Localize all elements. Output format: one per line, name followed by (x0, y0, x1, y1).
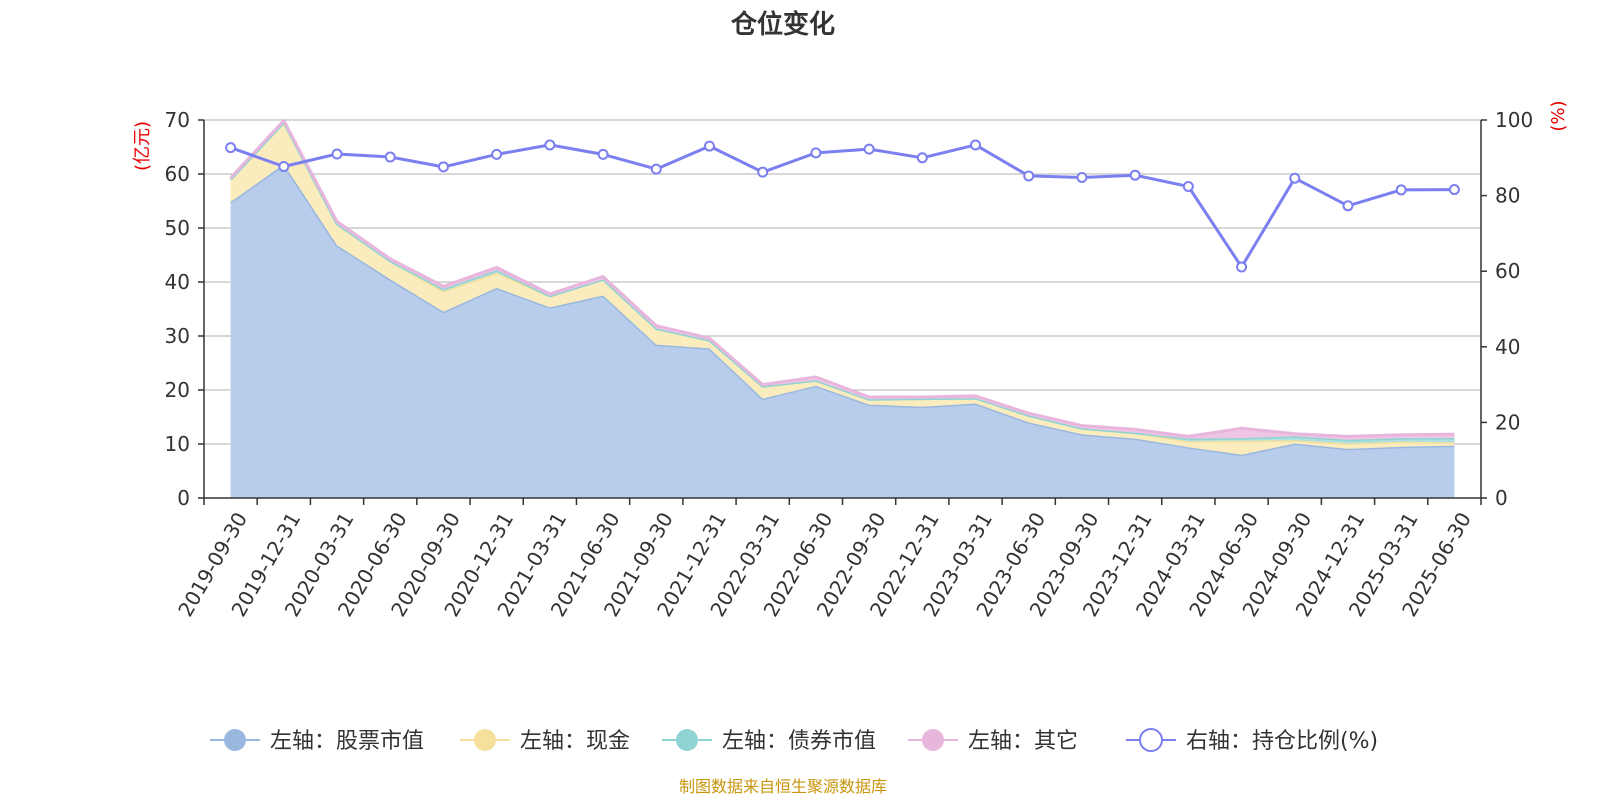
legend-label: 左轴：现金 (520, 729, 630, 754)
ratio-point (544, 139, 556, 151)
stacked-areas (229, 119, 1455, 499)
ratio-point (970, 139, 982, 151)
left-tick-label: 30 (165, 324, 190, 348)
ratio-line (225, 139, 1460, 273)
ratio-point (225, 142, 237, 154)
right-tick-label: 60 (1495, 259, 1520, 283)
ratio-point (491, 148, 503, 160)
ratio-point (863, 143, 875, 155)
ratio-point (650, 163, 662, 175)
ratio-point (1395, 184, 1407, 196)
left-tick-label: 10 (165, 432, 190, 456)
right-tick-label: 0 (1495, 486, 1508, 510)
legend-label: 左轴：股票市值 (270, 729, 424, 754)
ratio-point (597, 148, 609, 160)
legend-marker (1139, 728, 1163, 752)
ratio-point (703, 140, 715, 152)
left-tick-label: 60 (165, 162, 190, 186)
legend: 左轴：股票市值 左轴：现金 左轴：债券市值 左轴：其它 右轴：持仓比例(%) (210, 728, 1378, 754)
ratio-point (1342, 200, 1354, 212)
ratio-point (1076, 171, 1088, 183)
ratio-point (757, 166, 769, 178)
ratio-point (384, 151, 396, 163)
legend-marker (676, 729, 698, 751)
left-tick-label: 50 (165, 216, 190, 240)
area-1 (230, 164, 1455, 499)
area-2 (230, 122, 1455, 455)
ratio-point (437, 161, 449, 173)
ratio-point (1236, 261, 1248, 273)
right-tick-label: 100 (1495, 108, 1533, 132)
legend-label: 左轴：债券市值 (722, 729, 876, 754)
legend-marker (224, 729, 246, 751)
left-tick-label: 70 (165, 108, 190, 132)
area-edge-4 (229, 119, 1455, 438)
right-tick-label: 80 (1495, 184, 1520, 208)
left-tick-label: 0 (177, 486, 190, 510)
chart-title: 仓位变化 (730, 9, 835, 40)
left-tick-label: 40 (165, 270, 190, 294)
ratio-line-path (230, 143, 1455, 269)
left-axis-unit: (亿元) (132, 121, 153, 171)
ratio-point (1129, 169, 1141, 181)
ratio-point (1182, 181, 1194, 193)
ratio-point (1289, 172, 1301, 184)
ratio-point (916, 152, 928, 164)
legend-label: 右轴：持仓比例(%) (1186, 729, 1378, 754)
ratio-point (278, 160, 290, 172)
right-tick-label: 20 (1495, 410, 1520, 434)
legend-marker (922, 729, 944, 751)
source-note: 制图数据来自恒生聚源数据库 (679, 777, 887, 796)
ratio-point (1448, 184, 1460, 196)
legend-label: 左轴：其它 (968, 729, 1078, 754)
ratio-point (810, 147, 822, 159)
ratio-point (1023, 170, 1035, 182)
legend-marker (474, 729, 496, 751)
ratio-point (331, 148, 343, 160)
left-tick-label: 20 (165, 378, 190, 402)
right-tick-label: 40 (1495, 335, 1520, 359)
right-axis-unit: (%) (1548, 100, 1569, 131)
